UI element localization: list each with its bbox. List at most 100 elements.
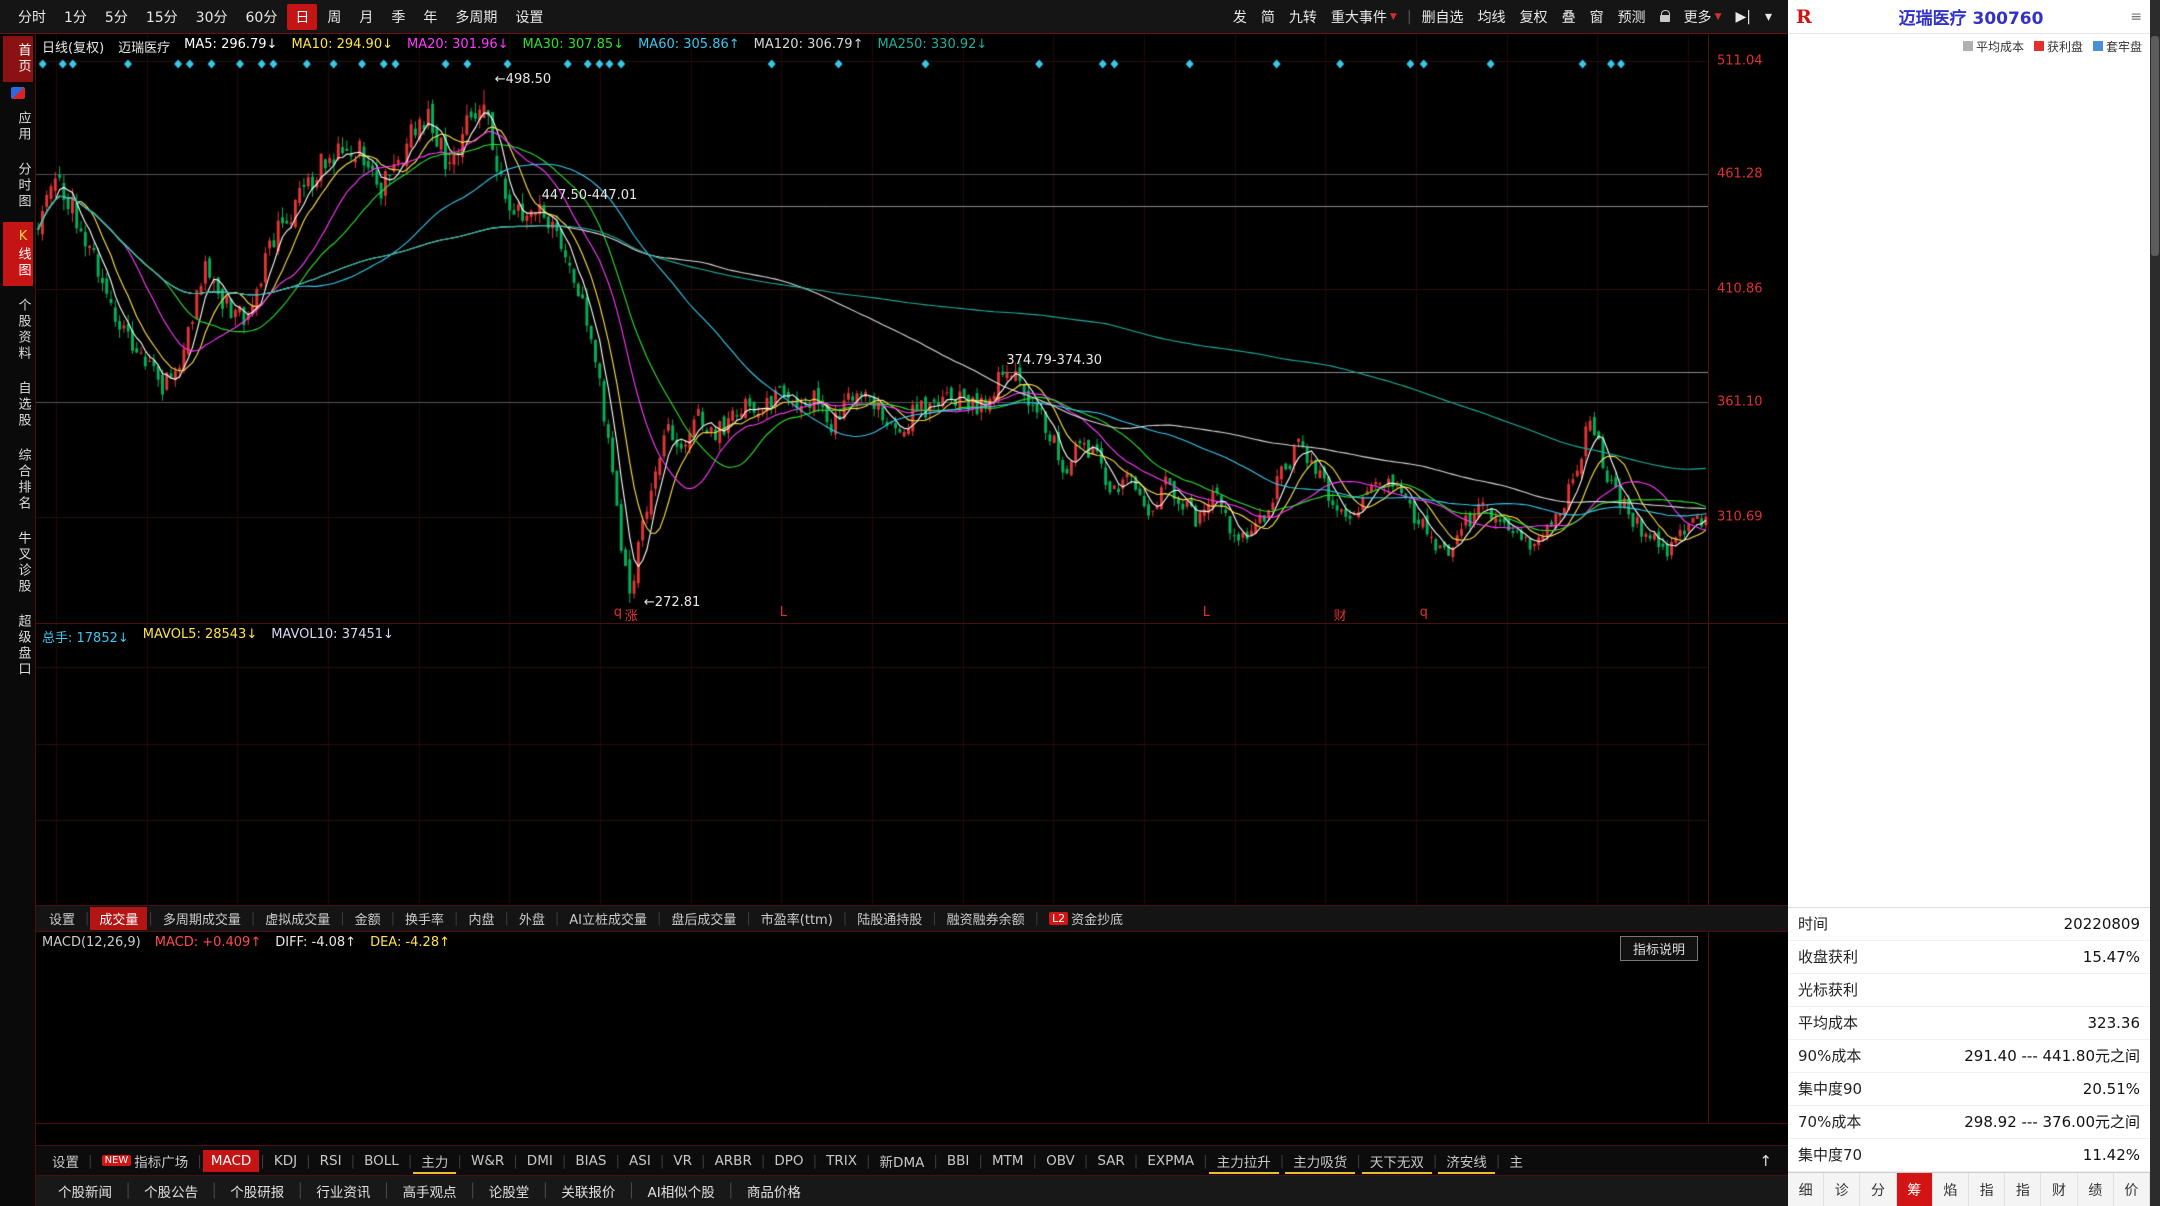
- period-tab-周[interactable]: 周: [327, 9, 342, 26]
- panel-tab-焰-4[interactable]: 焰: [1933, 1173, 1970, 1206]
- volume-tab-资金抄底[interactable]: L2 资金抄底: [1040, 907, 1132, 930]
- indicator-tab-济安线[interactable]: 济安线: [1438, 1148, 1495, 1174]
- news-tab-个股公告[interactable]: 个股公告: [144, 1185, 199, 1201]
- indicator-tab-主[interactable]: 主: [1501, 1148, 1531, 1174]
- volume-tab-AI立桩成交量[interactable]: AI立桩成交量: [560, 907, 656, 930]
- panel-tab-诊-1[interactable]: 诊: [1824, 1173, 1861, 1206]
- topbar-item-预测[interactable]: 预测: [1612, 4, 1652, 30]
- indicator-tab-BIAS[interactable]: BIAS: [567, 1150, 614, 1172]
- volume-tab-设置[interactable]: 设置: [40, 907, 84, 930]
- indicator-tab-天下无双[interactable]: 天下无双: [1362, 1148, 1432, 1174]
- period-tab-60分[interactable]: 60分: [245, 9, 278, 26]
- sidebar-item-K线图[interactable]: K线图: [2, 222, 33, 286]
- news-tab-关联报价[interactable]: 关联报价: [561, 1185, 616, 1201]
- price-plot[interactable]: 日线(复权) 迈瑞医疗 MA5: 296.79↓ MA10: 294.90↓ MA20:…: [36, 34, 1708, 623]
- sidebar-item-自选股[interactable]: 自选股: [15, 381, 31, 429]
- indicator-tab-KDJ[interactable]: KDJ: [266, 1150, 305, 1172]
- topbar-item-发[interactable]: 发: [1227, 4, 1253, 30]
- volume-tab-多周期成交量[interactable]: 多周期成交量: [154, 907, 250, 930]
- topbar-item-删自选[interactable]: 删自选: [1416, 4, 1470, 30]
- lock-icon[interactable]: [1654, 8, 1676, 25]
- pin-top-icon[interactable]: ↑: [1759, 1151, 1772, 1170]
- indicator-tab-BOLL[interactable]: BOLL: [356, 1150, 407, 1172]
- indicator-tab-ASI[interactable]: ASI: [621, 1150, 659, 1172]
- indicator-tab-MACD[interactable]: MACD: [202, 1149, 260, 1172]
- volume-tab-融资融券余额[interactable]: 融资融券余额: [938, 907, 1034, 930]
- period-tab-15分[interactable]: 15分: [145, 9, 178, 26]
- topbar-item-重大事件[interactable]: 重大事件 ▼: [1325, 4, 1403, 30]
- period-tab-1分[interactable]: 1分: [64, 9, 87, 26]
- topbar-item-均线[interactable]: 均线: [1472, 4, 1512, 30]
- next-window-icon[interactable]: ▶|: [1729, 6, 1756, 28]
- topbar-item-叠[interactable]: 叠: [1556, 4, 1582, 30]
- news-tab-AI相似个股[interactable]: AI相似个股: [647, 1185, 715, 1201]
- sidebar-item-应用[interactable]: 应用: [15, 111, 31, 143]
- sidebar-item-个股资料[interactable]: 个股资料: [15, 298, 31, 362]
- volume-tab-陆股通持股[interactable]: 陆股通持股: [848, 907, 931, 930]
- scrollbar-thumb[interactable]: [2151, 36, 2159, 256]
- indicator-tab-MTM[interactable]: MTM: [984, 1150, 1032, 1172]
- chip-histogram[interactable]: [1788, 58, 2150, 907]
- period-tab-30分[interactable]: 30分: [195, 9, 228, 26]
- dropdown-icon[interactable]: ▾: [1759, 6, 1778, 28]
- topbar-item-更多[interactable]: 更多 ▼: [1678, 4, 1728, 30]
- sidebar-item-超级盘口[interactable]: 超级盘口: [15, 614, 31, 678]
- indicator-tab-BBI[interactable]: BBI: [939, 1150, 978, 1172]
- indicator-tab-主力[interactable]: 主力: [413, 1148, 456, 1174]
- indicator-tab-设置[interactable]: 设置: [44, 1148, 87, 1174]
- period-tab-季[interactable]: 季: [391, 9, 406, 26]
- panel-tab-指-5[interactable]: 指: [1969, 1173, 2006, 1206]
- panel-menu-icon[interactable]: ≡: [2130, 8, 2142, 25]
- news-tab-商品价格[interactable]: 商品价格: [746, 1185, 801, 1201]
- period-tab-多周期[interactable]: 多周期: [455, 9, 498, 26]
- macd-plot[interactable]: MACD(12,26,9) MACD: +0.409↑ DIFF: -4.08↑ DE…: [36, 932, 1708, 1123]
- sidebar-item-分时图[interactable]: 分时图: [15, 162, 31, 210]
- panel-tab-细-0[interactable]: 细: [1788, 1173, 1825, 1206]
- period-tab-年[interactable]: 年: [423, 9, 438, 26]
- indicator-tab-新DMA[interactable]: 新DMA: [872, 1148, 933, 1174]
- indicator-tab-SAR[interactable]: SAR: [1089, 1150, 1132, 1172]
- news-tab-高手观点[interactable]: 高手观点: [402, 1185, 457, 1201]
- volume-tab-内盘[interactable]: 内盘: [459, 907, 503, 930]
- volume-plot[interactable]: 总手: 17852↓ MAVOL5: 28543↓ MAVOL10: 37451↓: [36, 624, 1708, 905]
- indicator-tab-DMI[interactable]: DMI: [519, 1150, 561, 1172]
- scrollbar[interactable]: [2150, 0, 2160, 1206]
- sidebar-item-综合排名[interactable]: 综合排名: [15, 448, 31, 512]
- panel-tab-财-7[interactable]: 财: [2041, 1173, 2078, 1206]
- volume-tab-成交量[interactable]: 成交量: [90, 907, 148, 930]
- indicator-tab-TRIX[interactable]: TRIX: [818, 1150, 865, 1172]
- news-tab-个股新闻[interactable]: 个股新闻: [58, 1185, 112, 1201]
- panel-tab-分-2[interactable]: 分: [1860, 1173, 1897, 1206]
- topbar-item-复权[interactable]: 复权: [1514, 4, 1554, 30]
- volume-tab-虚拟成交量[interactable]: 虚拟成交量: [256, 907, 339, 930]
- news-tab-论股堂[interactable]: 论股堂: [488, 1185, 530, 1201]
- period-tab-分时[interactable]: 分时: [18, 9, 46, 26]
- news-tab-个股研报[interactable]: 个股研报: [230, 1185, 285, 1201]
- sidebar-item-首页[interactable]: 首页: [2, 36, 33, 82]
- panel-tab-筹-3[interactable]: 筹: [1896, 1173, 1933, 1206]
- indicator-tab-EXPMA[interactable]: EXPMA: [1139, 1150, 1202, 1172]
- topbar-item-窗[interactable]: 窗: [1584, 4, 1610, 30]
- period-tab-月[interactable]: 月: [359, 9, 374, 26]
- sidebar-item-牛叉诊股[interactable]: 牛叉诊股: [15, 531, 31, 595]
- indicator-tab-OBV[interactable]: OBV: [1038, 1150, 1083, 1172]
- volume-tab-外盘[interactable]: 外盘: [510, 907, 554, 930]
- volume-tab-市盈率(ttm)[interactable]: 市盈率(ttm): [752, 907, 842, 930]
- indicator-tab-指标广场[interactable]: NEW 指标广场: [94, 1148, 197, 1174]
- period-tab-日[interactable]: 日: [287, 3, 318, 30]
- topbar-item-简[interactable]: 简: [1255, 4, 1281, 30]
- volume-tab-金额[interactable]: 金额: [346, 907, 390, 930]
- volume-tab-换手率[interactable]: 换手率: [396, 907, 453, 930]
- period-tab-设置[interactable]: 设置: [515, 9, 544, 26]
- indicator-tab-DPO[interactable]: DPO: [766, 1150, 811, 1172]
- indicator-tab-RSI[interactable]: RSI: [312, 1150, 350, 1172]
- volume-tab-盘后成交量[interactable]: 盘后成交量: [662, 907, 745, 930]
- indicator-tab-VR[interactable]: VR: [665, 1150, 700, 1172]
- panel-tab-指-6[interactable]: 指: [2005, 1173, 2042, 1206]
- panel-tab-价-9[interactable]: 价: [2114, 1173, 2151, 1206]
- indicator-help-button[interactable]: 指标说明: [1619, 936, 1698, 961]
- topbar-item-九转[interactable]: 九转: [1283, 4, 1323, 30]
- indicator-tab-ARBR[interactable]: ARBR: [707, 1150, 760, 1172]
- period-tab-5分[interactable]: 5分: [104, 9, 128, 26]
- indicator-tab-主力吸货[interactable]: 主力吸货: [1285, 1148, 1355, 1174]
